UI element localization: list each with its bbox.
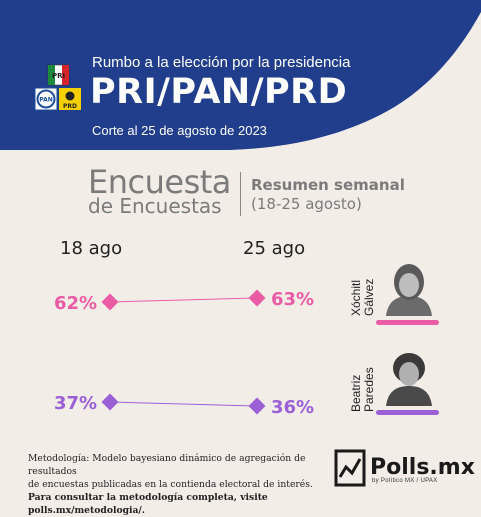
svg-text:PRI: PRI [52, 72, 65, 80]
slope-chart: 62% 63% 37% 36% [54, 289, 314, 418]
candidate-bar-paredes [376, 410, 439, 415]
pan-logo-icon: PAN [34, 87, 58, 111]
x-tick-label-end: 25 ago [243, 238, 306, 259]
data-label-0-0: 62% [54, 293, 97, 314]
candidate-name-paredes: Beatriz Paredes [349, 367, 376, 412]
brand-subtitle: by Político MX / UPAX [372, 478, 438, 484]
party-logos: PRI PAN PRD [34, 64, 81, 111]
x-tick-label-start: 18 ago [60, 238, 123, 259]
data-label-0-1: 63% [271, 289, 314, 310]
header-band [0, 0, 481, 150]
data-point-0-1 [248, 289, 266, 307]
methodology-note: Metodología: Modelo bayesiano dinámico d… [28, 453, 313, 516]
data-point-1-1 [248, 397, 266, 415]
header-date: Corte al 25 de agosto de 2023 [92, 123, 267, 138]
series-line-0 [109, 297, 258, 303]
candidate-bar-galvez [376, 320, 439, 325]
series-line-1 [109, 401, 258, 407]
data-point-1-0 [101, 393, 119, 411]
candidate-photo-galvez [378, 254, 440, 316]
pri-logo-icon: PRI [47, 64, 70, 86]
data-point-0-0 [101, 293, 119, 311]
header-subtitle: Rumbo a la elección por la presidencia [92, 54, 351, 71]
section-title-line2: de Encuestas [88, 194, 222, 218]
candidate-photo-paredes [378, 344, 440, 406]
prd-logo-icon: PRD [59, 88, 81, 110]
summary-range: (18-25 agosto) [251, 195, 362, 213]
brand-name: Polls.mx [370, 455, 475, 480]
data-label-1-1: 36% [271, 397, 314, 418]
header-title: PRI/PAN/PRD [90, 72, 348, 112]
section-title-line1: Encuesta [88, 163, 231, 201]
pollsmx-logo-icon [334, 449, 366, 487]
candidate-name-galvez: Xóchitl Gálvez [349, 278, 376, 316]
summary-label: Resumen semanal [251, 176, 405, 194]
title-divider [240, 172, 241, 216]
data-label-1-0: 37% [54, 393, 97, 414]
svg-text:PAN: PAN [39, 97, 53, 104]
svg-text:PRD: PRD [63, 103, 77, 110]
